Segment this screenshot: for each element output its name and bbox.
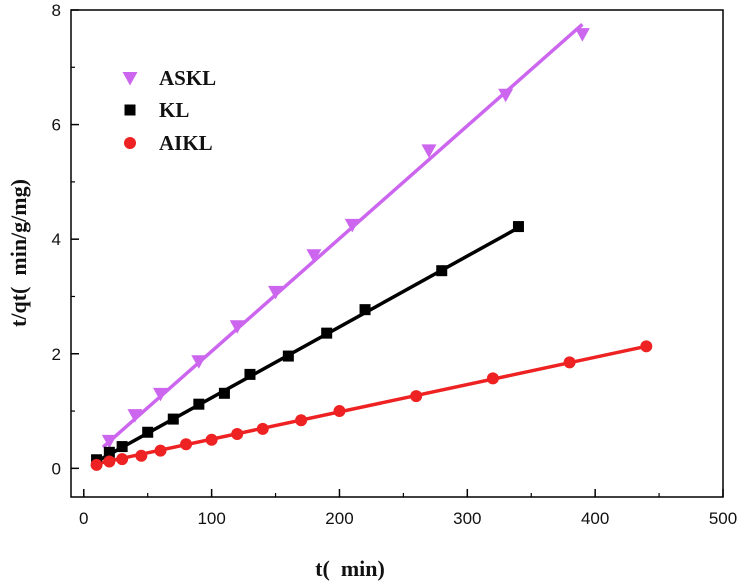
point-askl [421,144,437,158]
x-axis-ticks: 0 100 200 300 400 500 [79,489,737,528]
point-askl [574,28,590,42]
legend-label-askl: ASKL [159,66,216,90]
legend-marker-askl [122,72,138,86]
point-askl [229,320,245,334]
point-aikl [295,414,308,427]
point-askl [268,285,284,300]
point-aikl [256,422,269,435]
point-askl [306,249,322,263]
point-aikl [135,449,148,462]
legend-marker-aikl [124,137,136,149]
x-tick-label: 500 [709,509,737,528]
legend-label-aikl: AIKL [159,131,213,155]
data-points [90,28,653,471]
point-askl [101,434,117,449]
x-tick-label: 200 [325,509,353,528]
point-aikl [103,455,116,468]
point-kl [193,398,205,410]
y-tick-label: 2 [52,345,61,364]
x-tick-label: 0 [79,509,88,528]
point-aikl [205,433,218,446]
point-aikl [90,458,103,471]
point-aikl [180,438,193,451]
x-tick-label: 400 [581,509,609,528]
point-aikl [563,356,576,369]
x-axis-title: t( min) [315,556,385,581]
point-aikl [486,372,499,385]
point-kl [244,368,256,380]
x-tick-label: 300 [453,509,481,528]
point-askl [152,387,168,402]
point-kl [167,413,179,425]
point-askl [498,88,514,103]
fit-line-kl [95,226,520,464]
point-kl [436,265,448,277]
point-aikl [410,390,423,403]
fit-lines [95,23,647,466]
y-tick-label: 0 [52,459,61,478]
point-aikl [333,405,346,418]
point-aikl [154,444,167,457]
y-axis-title: t/qt( min/g/mg) [6,179,31,327]
point-kl [218,387,230,399]
point-aikl [116,453,129,466]
y-tick-label: 4 [52,230,61,249]
point-kl [282,350,294,362]
point-kl [359,304,371,316]
point-kl [142,426,154,438]
point-kl [116,441,128,453]
y-tick-label: 6 [52,116,61,135]
point-askl [344,218,360,233]
point-askl [191,355,207,369]
plot-frame [70,9,724,498]
x-tick-label: 100 [197,509,225,528]
point-aikl [640,340,653,353]
point-kl [103,446,115,458]
point-aikl [231,427,244,440]
point-askl [127,409,143,423]
legend-marker-kl [124,104,136,116]
legend-label-kl: KL [159,98,189,122]
legend: ASKL KL AIKL [122,66,216,155]
point-kl [512,221,524,233]
y-axis-ticks: 0 2 4 6 8 [52,1,79,478]
point-kl [321,327,333,339]
y-tick-label: 8 [52,1,61,20]
